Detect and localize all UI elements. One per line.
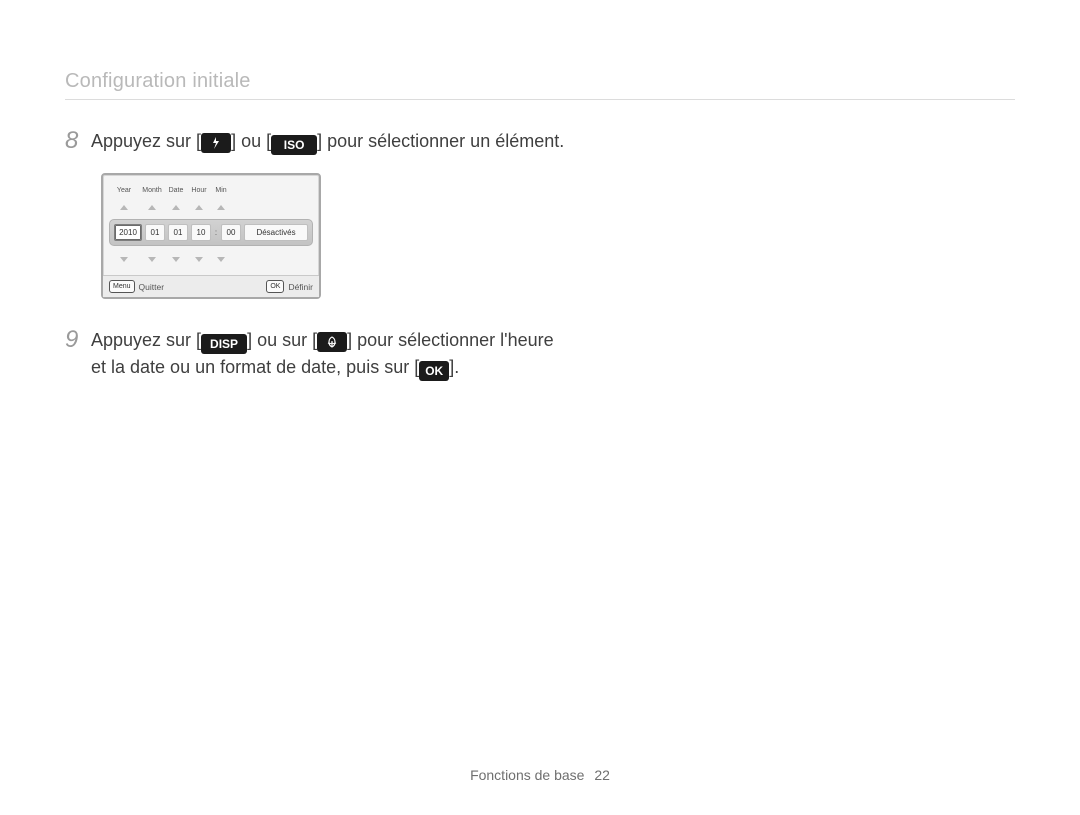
text: Appuyez sur [ <box>91 330 201 350</box>
arrow-down-icon <box>187 249 211 267</box>
text: ] pour sélectionner l'heure <box>347 330 554 350</box>
ok-label: Définir <box>288 282 313 292</box>
ok-button-icon: OK <box>419 361 449 381</box>
header-min: Min <box>211 187 231 194</box>
text: ] ou sur [ <box>247 330 317 350</box>
text: Appuyez sur [ <box>91 131 201 151</box>
arrow-down-icon <box>139 249 165 267</box>
header-hour: Hour <box>187 187 211 194</box>
value-month[interactable]: 01 <box>145 224 165 241</box>
menu-label: Quitter <box>139 282 165 292</box>
ok-button[interactable]: OK <box>266 280 284 293</box>
arrow-up-icon <box>211 197 231 215</box>
header-dateformat <box>231 187 313 194</box>
arrow-up-icon <box>165 197 187 215</box>
step-8-text: Appuyez sur [ ] ou [ISO] pour sélectionne… <box>91 128 564 155</box>
step-number: 9 <box>65 327 91 353</box>
value-dateformat[interactable]: Désactivés <box>244 224 308 241</box>
text: et la date ou un format de date, puis su… <box>91 357 419 377</box>
text: ]. <box>449 357 459 377</box>
value-year[interactable]: 2010 <box>114 224 142 241</box>
value-date[interactable]: 01 <box>168 224 188 241</box>
page-number: 22 <box>594 767 610 783</box>
datetime-panel: Year Month Date Hour Min 2010 01 01 10 : <box>101 173 321 299</box>
datetime-panel-footer: Menu Quitter OK Définir <box>103 275 319 297</box>
arrow-down-icon <box>165 249 187 267</box>
step-9-text: Appuyez sur [DISP] ou sur [ ] pour sélect… <box>91 327 554 381</box>
arrow-up-icon <box>109 197 139 215</box>
arrow-up-icon <box>139 197 165 215</box>
footer-label: Fonctions de base <box>470 767 584 783</box>
header-month: Month <box>139 187 165 194</box>
step-8: 8 Appuyez sur [ ] ou [ISO] pour sélection… <box>65 128 1015 155</box>
section-title: Configuration initiale <box>65 70 1015 100</box>
step-9: 9 Appuyez sur [DISP] ou sur [ ] pour séle… <box>65 327 1015 381</box>
colon: : <box>214 225 218 240</box>
arrow-up-icon <box>187 197 211 215</box>
flash-icon <box>201 133 231 153</box>
datetime-headers: Year Month Date Hour Min <box>109 187 313 194</box>
text: ] ou [ <box>231 131 271 151</box>
disp-button-icon: DISP <box>201 334 247 354</box>
value-min[interactable]: 00 <box>221 224 241 241</box>
arrows-up-row <box>109 197 313 215</box>
header-date: Date <box>165 187 187 194</box>
menu-button[interactable]: Menu <box>109 280 135 293</box>
arrow-down-icon <box>109 249 139 267</box>
arrow-down-icon <box>211 249 231 267</box>
datetime-panel-body: Year Month Date Hour Min 2010 01 01 10 : <box>103 175 319 275</box>
iso-button-icon: ISO <box>271 135 317 155</box>
page: Configuration initiale 8 Appuyez sur [ ] … <box>0 0 1080 815</box>
footer-right: OK Définir <box>266 280 313 293</box>
header-year: Year <box>109 187 139 194</box>
page-footer: Fonctions de base 22 <box>0 767 1080 783</box>
macro-icon <box>317 332 347 352</box>
arrows-down-row <box>109 249 313 267</box>
text: ] pour sélectionner un élément. <box>317 131 564 151</box>
step-number: 8 <box>65 128 91 154</box>
value-hour[interactable]: 10 <box>191 224 211 241</box>
datetime-values: 2010 01 01 10 : 00 Désactivés <box>109 219 313 246</box>
